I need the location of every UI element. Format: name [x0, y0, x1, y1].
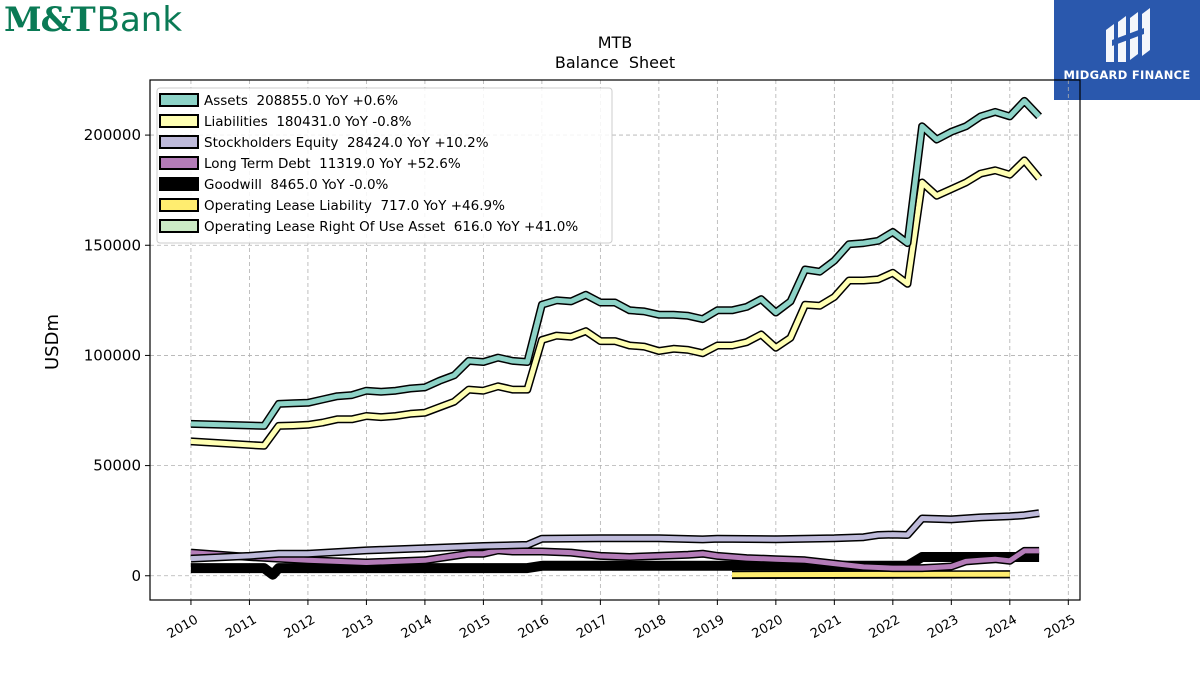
chart-title: MTB — [598, 33, 633, 52]
series-line — [190, 157, 1042, 449]
legend-box — [156, 87, 613, 244]
series-line — [731, 571, 1010, 578]
legend-label: Long Term Debt 11319.0 YoY +52.6% — [204, 156, 461, 172]
y-tick-label: 150000 — [84, 236, 141, 254]
x-tick-label: 2012 — [282, 612, 318, 642]
chart-subtitle: Balance Sheet — [555, 53, 675, 72]
series-line — [190, 510, 1040, 562]
bank-logo: M&TBank — [4, 0, 182, 44]
legend-label: Stockholders Equity 28424.0 YoY +10.2% — [204, 135, 489, 151]
series-lines — [190, 96, 1043, 580]
legend-entry: Stockholders Equity 28424.0 YoY +10.2% — [159, 135, 489, 151]
legend-swatch — [159, 219, 199, 233]
x-tick-label: 2024 — [984, 612, 1020, 642]
series-2 — [190, 509, 1040, 563]
legend: Assets 208855.0 YoY +0.6% Liabilities 180… — [156, 87, 613, 244]
x-tick-label: 2011 — [223, 612, 259, 642]
legend-entry: Liabilities 180431.0 YoY -0.8% — [159, 114, 412, 130]
series-0 — [190, 96, 1043, 430]
legend-swatch — [159, 198, 199, 212]
y-axis: 0 50000 100000 150000 200000 — [84, 126, 150, 585]
x-tick-label: 2013 — [340, 612, 376, 642]
legend-entry: Assets 208855.0 YoY +0.6% — [159, 93, 398, 109]
series-line — [190, 547, 1040, 571]
logo-mark: M&T — [4, 0, 96, 40]
x-axis: 2010 2011 2012 2013 2014 2015 2016 2017 2018 2019… — [165, 600, 1078, 642]
y-axis-label: USDm — [42, 314, 63, 370]
x-tick-label: 2020 — [750, 612, 786, 642]
midgard-logo-icon — [1106, 8, 1150, 62]
plot-frame — [149, 79, 1081, 601]
legend-swatch — [159, 135, 199, 149]
legend-swatch — [159, 114, 199, 128]
x-tick-label: 2017 — [574, 612, 610, 642]
x-tick-label: 2021 — [808, 612, 844, 642]
y-tick-label: 100000 — [84, 346, 141, 364]
legend-entry: Long Term Debt 11319.0 YoY +52.6% — [159, 156, 461, 172]
logo-word: Bank — [96, 0, 183, 40]
legend-swatch — [159, 93, 199, 107]
midgard-finance-badge: MIDGARD FINANCE — [1054, 0, 1200, 100]
x-tick-label: 2015 — [457, 612, 493, 642]
series-5 — [731, 570, 1010, 579]
x-tick-label: 2022 — [867, 612, 903, 642]
series-1 — [190, 156, 1043, 450]
x-tick-label: 2023 — [925, 612, 961, 642]
x-tick-label: 2018 — [633, 612, 669, 642]
x-tick-label: 2014 — [399, 612, 435, 642]
legend-entry: Operating Lease Liability 717.0 YoY +46.… — [159, 198, 505, 214]
legend-label: Assets 208855.0 YoY +0.6% — [204, 93, 398, 109]
legend-swatch — [159, 156, 199, 170]
legend-entry: Operating Lease Right Of Use Asset 616.0… — [159, 219, 578, 235]
x-tick-label: 2016 — [516, 612, 552, 642]
x-tick-label: 2025 — [1042, 612, 1078, 642]
y-tick-label: 0 — [131, 567, 141, 585]
legend-entry: Goodwill 8465.0 YoY -0.0% — [159, 177, 389, 193]
badge-name: MIDGARD FINANCE — [1063, 68, 1191, 82]
series-line — [190, 98, 1041, 429]
legend-label: Goodwill 8465.0 YoY -0.0% — [204, 177, 389, 193]
legend-label: Operating Lease Right Of Use Asset 616.0… — [204, 219, 578, 235]
y-tick-label: 200000 — [84, 126, 141, 144]
x-tick-label: 2010 — [165, 612, 201, 642]
series-line-goodwill — [190, 552, 1040, 580]
x-tick-label: 2019 — [691, 612, 727, 642]
legend-swatch — [159, 177, 199, 191]
y-tick-label: 50000 — [93, 457, 141, 475]
series-4 — [190, 552, 1040, 580]
legend-label: Operating Lease Liability 717.0 YoY +46.… — [204, 198, 505, 214]
series-3 — [190, 546, 1040, 573]
legend-label: Liabilities 180431.0 YoY -0.8% — [204, 114, 412, 130]
